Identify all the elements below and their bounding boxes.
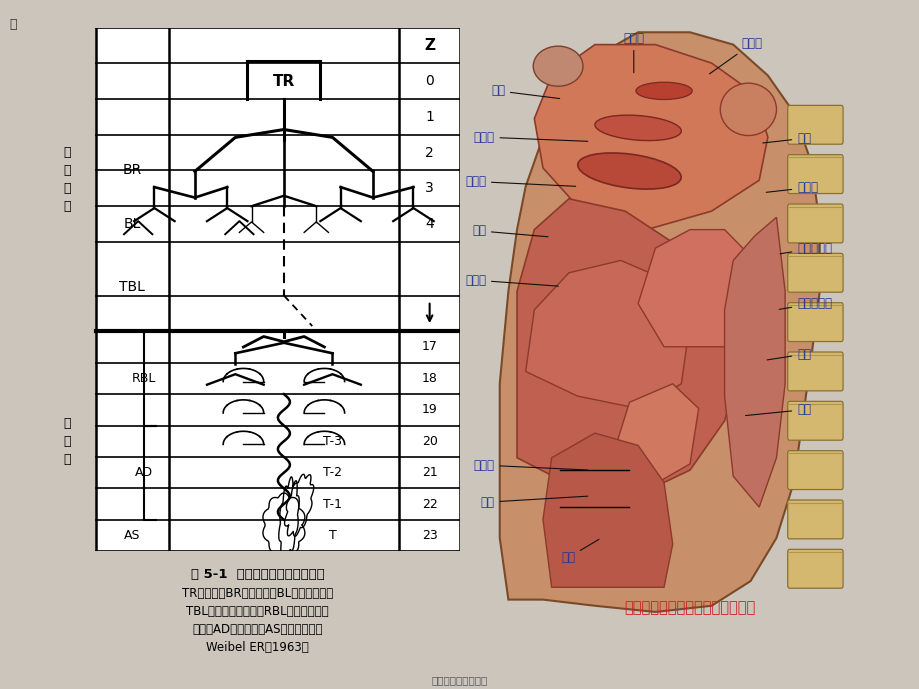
FancyBboxPatch shape	[787, 500, 842, 539]
Polygon shape	[724, 217, 784, 507]
Text: 陰: 陰	[9, 17, 17, 30]
Text: T: T	[328, 529, 336, 542]
Ellipse shape	[595, 115, 681, 141]
FancyBboxPatch shape	[787, 402, 842, 440]
Text: 前庭裂: 前庭裂	[473, 459, 587, 472]
Text: TBL: TBL	[119, 280, 145, 294]
Text: 软脹: 软脹	[766, 348, 811, 360]
Text: T-1: T-1	[323, 497, 342, 511]
FancyBboxPatch shape	[787, 105, 842, 144]
FancyBboxPatch shape	[787, 451, 842, 489]
Text: 和鼓管圆枕: 和鼓管圆枕	[779, 242, 832, 255]
Text: 3: 3	[425, 181, 434, 196]
Text: T-3: T-3	[323, 435, 342, 448]
FancyBboxPatch shape	[787, 204, 842, 243]
Text: 0: 0	[425, 74, 434, 88]
FancyBboxPatch shape	[787, 352, 842, 391]
Text: 上鼻甲: 上鼻甲	[709, 37, 762, 74]
Ellipse shape	[635, 82, 691, 99]
Text: TBL：终末细支气管；RBL：呼吸性细支: TBL：终末细支气管；RBL：呼吸性细支	[186, 605, 329, 618]
FancyBboxPatch shape	[787, 302, 842, 342]
Polygon shape	[499, 32, 819, 612]
Text: 20: 20	[421, 435, 437, 448]
Text: 第三页，共五十页。: 第三页，共五十页。	[431, 675, 488, 686]
Text: 2: 2	[425, 145, 434, 160]
Polygon shape	[534, 45, 767, 229]
Text: 23: 23	[421, 529, 437, 542]
Text: 图 5-1  气管支气管树分级示意图: 图 5-1 气管支气管树分级示意图	[190, 568, 324, 582]
Text: 18: 18	[421, 372, 437, 385]
FancyBboxPatch shape	[787, 549, 842, 588]
Text: 传
导
气
道: 传 导 气 道	[63, 146, 71, 213]
Text: AS: AS	[124, 529, 141, 542]
Text: 蝶穦: 蝶穦	[762, 132, 811, 145]
Polygon shape	[525, 260, 689, 409]
Text: RBL: RBL	[132, 372, 156, 385]
Text: 17: 17	[421, 340, 437, 353]
Text: TR: TR	[273, 74, 295, 89]
Text: 前庭: 前庭	[471, 225, 548, 237]
Text: 鼻腔、口腔、和和喉的正中矢状断: 鼻腔、口腔、和和喉的正中矢状断	[624, 600, 754, 615]
Text: Z: Z	[424, 38, 435, 53]
FancyBboxPatch shape	[787, 254, 842, 292]
Text: TR：气管；BR：支气管；BL：细支气管；: TR：气管；BR：支气管；BL：细支气管；	[182, 587, 333, 600]
Text: 22: 22	[421, 497, 437, 511]
Text: 上鼻道: 上鼻道	[766, 181, 817, 194]
Text: 中鼻道: 中鼻道	[473, 131, 587, 143]
Text: BR: BR	[122, 163, 142, 178]
Text: 1: 1	[425, 110, 434, 124]
Text: 下鼻甲: 下鼻甲	[464, 175, 575, 188]
Text: 额穦: 额穦	[491, 84, 559, 99]
Text: 下鼻道: 下鼻道	[464, 274, 558, 287]
Polygon shape	[516, 199, 741, 495]
Polygon shape	[542, 433, 672, 587]
Ellipse shape	[577, 153, 680, 189]
Ellipse shape	[533, 46, 583, 86]
Text: 呼
吸
区: 呼 吸 区	[63, 417, 71, 466]
Text: 会厌: 会厌	[744, 403, 811, 416]
Text: 4: 4	[425, 217, 434, 231]
Text: AD: AD	[135, 466, 153, 479]
Text: 19: 19	[421, 403, 437, 416]
Text: BL: BL	[123, 217, 141, 231]
FancyBboxPatch shape	[787, 155, 842, 194]
Polygon shape	[611, 384, 698, 489]
Polygon shape	[638, 229, 758, 347]
Text: 喉室: 喉室	[480, 495, 587, 508]
Text: Weibel ER，1963）: Weibel ER，1963）	[206, 641, 309, 654]
Text: 气管；AD：肺泡管；AS：肺泡囊（由: 气管；AD：肺泡管；AS：肺泡囊（由	[192, 623, 323, 636]
Ellipse shape	[720, 83, 776, 136]
Text: T-2: T-2	[323, 466, 342, 479]
Text: 21: 21	[421, 466, 437, 479]
Text: 中鼻甲: 中鼻甲	[622, 32, 643, 72]
Text: 和鼓管和口: 和鼓管和口	[778, 297, 832, 310]
Text: 声裂: 声裂	[561, 539, 598, 564]
